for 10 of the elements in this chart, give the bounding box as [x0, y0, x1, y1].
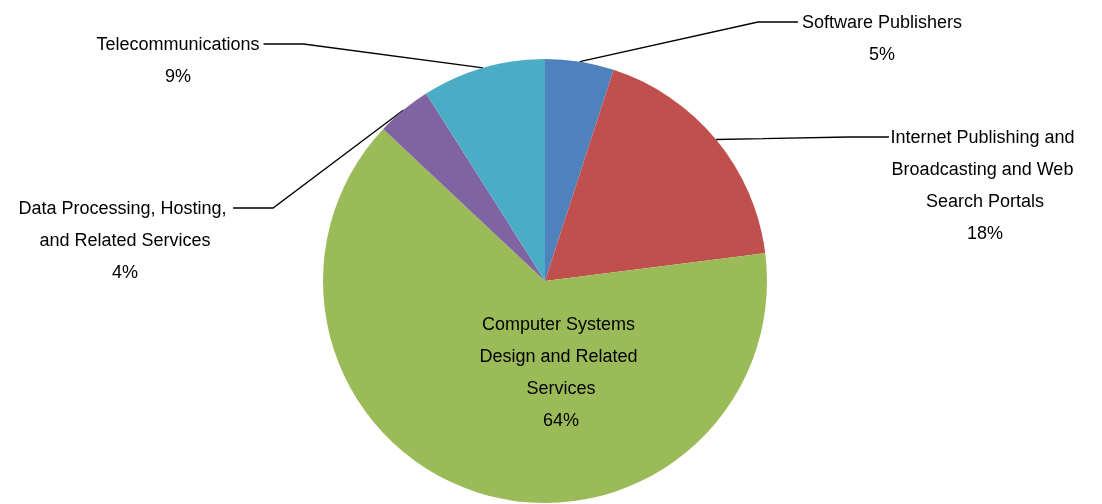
data-label: 9% [164, 66, 192, 86]
data-label: 64% [542, 410, 580, 430]
data-label: 18% [966, 223, 1004, 243]
slice-label: Data Processing, Hosting, and Related Services [18, 198, 232, 250]
slice-label: Computer Systems Design and Related Services [479, 314, 643, 398]
data-label: 5% [868, 44, 896, 64]
slice-label: Telecommunications [96, 34, 260, 54]
data-label: 4% [111, 262, 139, 282]
slice-label: Software Publishers [801, 12, 963, 32]
slice-label: Internet Publishing and Broadcasting and Web Search Portals [890, 127, 1080, 211]
